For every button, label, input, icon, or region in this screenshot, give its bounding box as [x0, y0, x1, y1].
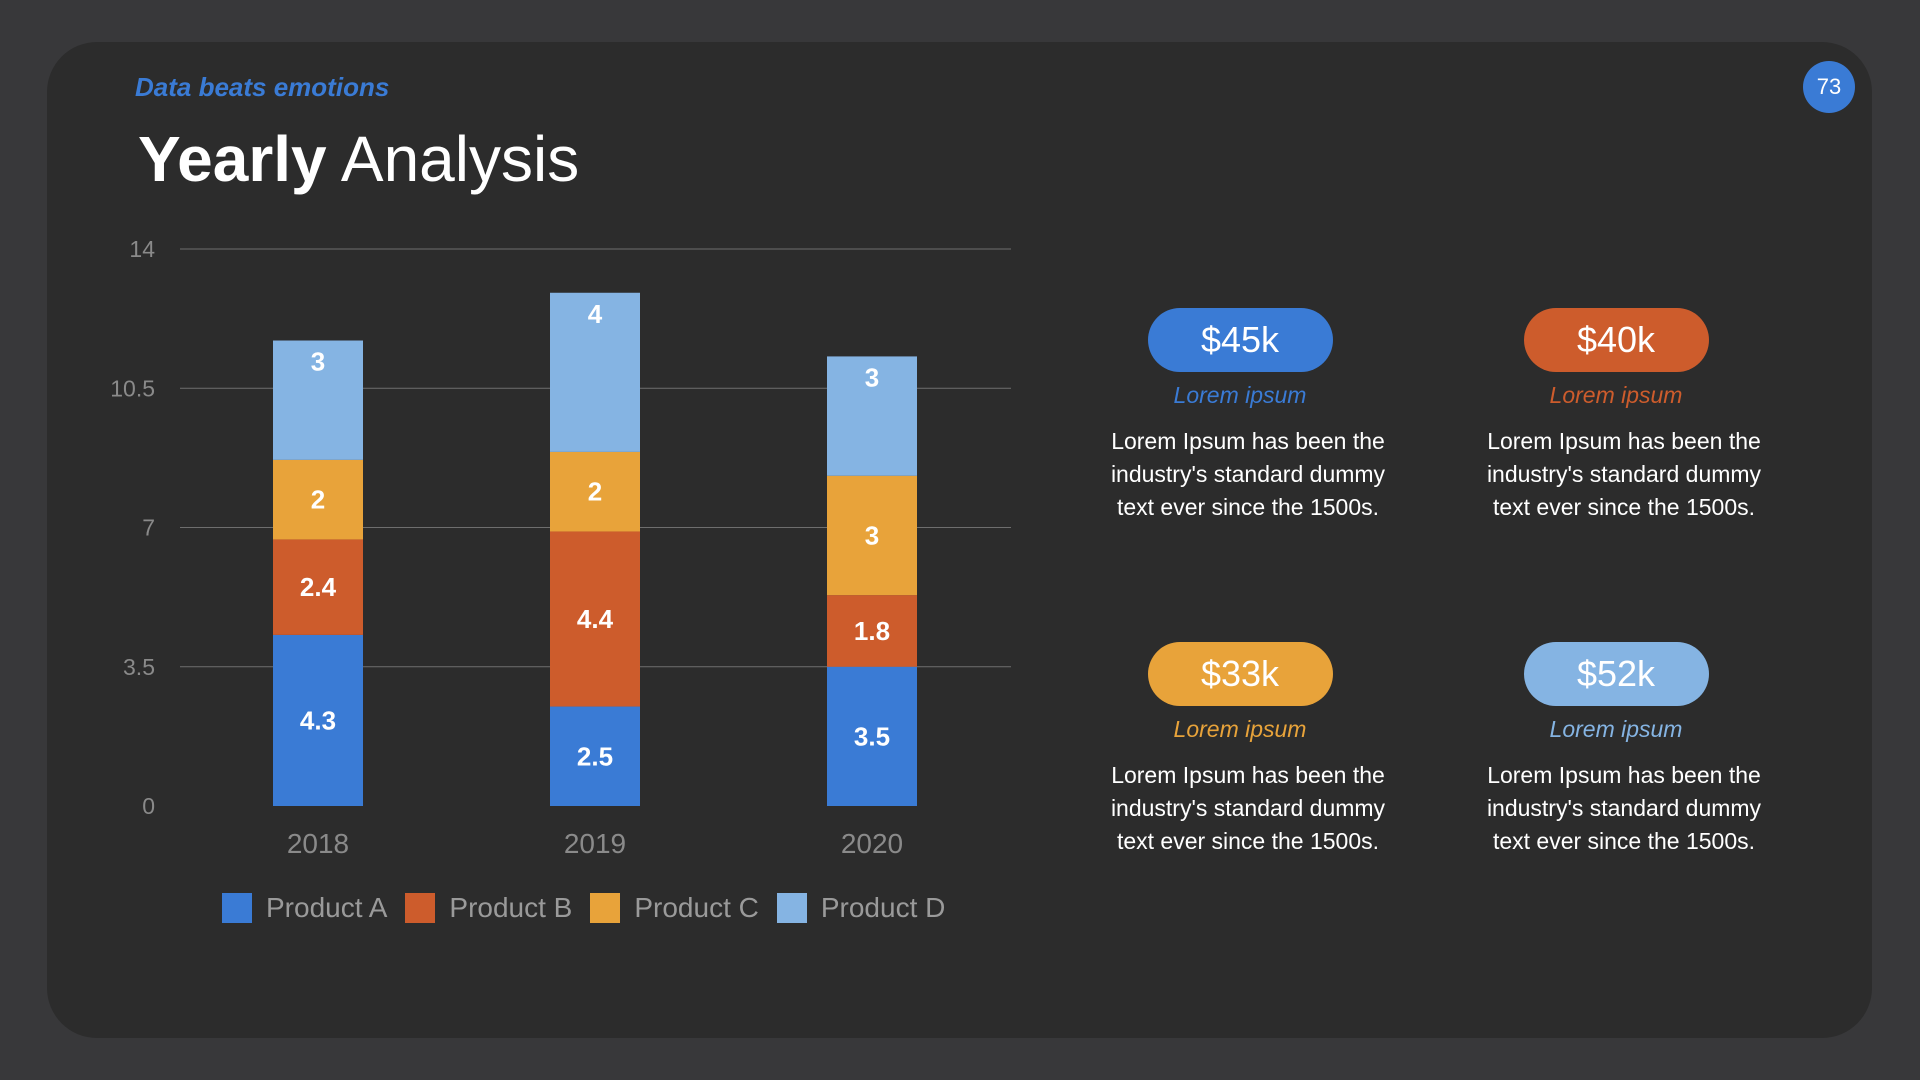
bar-data-label: 2.5	[577, 741, 613, 771]
kpi-card: $52k Lorem ipsum Lorem Ipsum has been th…	[1466, 642, 1766, 858]
bar-segment	[550, 451, 640, 532]
stacked-bar-chart: 0 3.5 7 10.5 14 4.3 2.4 2 3 2018 2.5 4.4 2 4 2019 3.5 1.…	[110, 236, 1011, 859]
page-number-badge: 73	[1803, 61, 1855, 113]
bar-segment	[273, 539, 363, 635]
bar-segment	[827, 595, 917, 667]
kpi-card: $45k Lorem ipsum Lorem Ipsum has been th…	[1090, 308, 1390, 524]
bar-segment	[273, 340, 363, 460]
legend-label: Product B	[449, 892, 573, 923]
legend-swatch	[776, 893, 807, 923]
title-bold: Yearly	[138, 123, 327, 195]
kpi-description: Lorem Ipsum has been the industry's stan…	[1110, 428, 1386, 520]
y-tick-label: 7	[142, 515, 155, 541]
bar-segment	[827, 475, 917, 596]
kpi-value-pill: $40k	[1523, 308, 1709, 372]
x-tick-label: 2020	[841, 828, 903, 859]
legend-swatch	[590, 893, 621, 923]
bar-segment	[273, 459, 363, 540]
y-tick-label: 10.5	[110, 375, 155, 401]
bar-data-label: 4	[588, 299, 603, 329]
bar-segment	[827, 356, 917, 476]
kpi-description: Lorem Ipsum has been the industry's stan…	[1486, 762, 1762, 854]
kpi-description: Lorem Ipsum has been the industry's stan…	[1110, 762, 1386, 854]
bar-data-label: 4.4	[577, 604, 614, 634]
bar-data-label: 2.4	[300, 572, 337, 602]
legend-swatch	[405, 893, 436, 923]
bar-data-label: 1.8	[854, 616, 890, 646]
legend-label: Product D	[820, 892, 946, 923]
slide-title: Yearly Analysis	[138, 122, 579, 196]
legend-item: Product A	[222, 892, 387, 924]
y-tick-label: 0	[142, 793, 155, 819]
slide-kicker: Data beats emotions	[135, 72, 390, 102]
bar-segment	[550, 706, 640, 806]
legend-label: Product C	[634, 892, 759, 923]
bar-segment	[827, 666, 917, 806]
bar-data-label: 3	[865, 362, 879, 392]
kpi-value-pill: $45k	[1147, 308, 1333, 372]
kpi-caption: Lorem ipsum	[1549, 716, 1683, 742]
kpi-caption: Lorem ipsum	[1549, 382, 1683, 408]
kpi-card: $40k Lorem ipsum Lorem Ipsum has been th…	[1466, 308, 1766, 524]
bar-data-label: 3	[311, 347, 325, 377]
title-light: Analysis	[340, 123, 580, 195]
legend-label: Product A	[266, 892, 388, 923]
kpi-caption: Lorem ipsum	[1173, 382, 1307, 408]
legend-item: Product D	[776, 892, 946, 924]
kpi-description: Lorem Ipsum has been the industry's stan…	[1486, 428, 1762, 520]
legend-item: Product C	[590, 892, 759, 924]
kpi-card: $33k Lorem ipsum Lorem Ipsum has been th…	[1090, 642, 1390, 858]
kpi-value-pill: $33k	[1147, 642, 1333, 706]
bar-data-label: 2	[588, 477, 602, 507]
bar-segment	[550, 292, 640, 452]
bar-segment	[273, 634, 363, 806]
bar-data-label: 2	[311, 485, 325, 515]
bar-data-label: 4.3	[300, 705, 336, 735]
x-tick-label: 2019	[564, 828, 626, 859]
bar-segment	[550, 531, 640, 707]
bar-data-label: 3.5	[854, 721, 890, 751]
kpi-value-pill: $52k	[1523, 642, 1709, 706]
x-tick-label: 2018	[287, 828, 349, 859]
bar-data-label: 3	[865, 520, 879, 550]
legend-item: Product B	[405, 892, 572, 924]
y-tick-label: 14	[129, 236, 155, 262]
kpi-caption: Lorem ipsum	[1173, 716, 1307, 742]
chart-legend: Product A Product B Product C Product D	[222, 892, 945, 924]
legend-swatch	[222, 893, 252, 923]
y-tick-label: 3.5	[123, 654, 155, 680]
